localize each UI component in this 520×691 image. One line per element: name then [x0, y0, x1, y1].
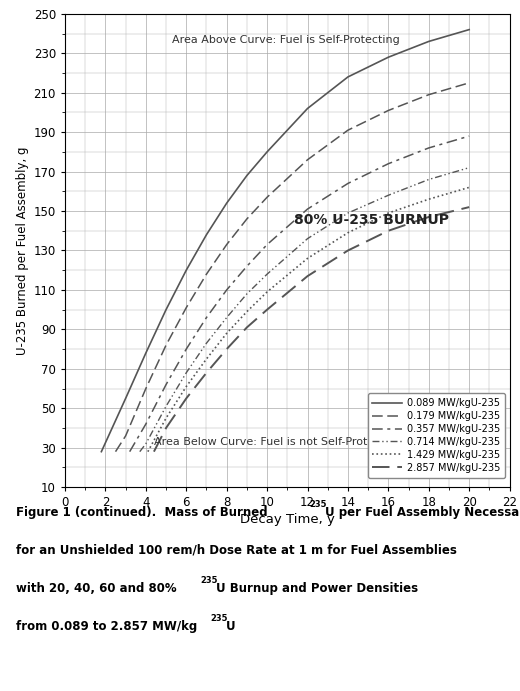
- Text: U per Fuel Assembly Necessary: U per Fuel Assembly Necessary: [325, 506, 520, 519]
- Text: Area Below Curve: Fuel is not Self-Protecting: Area Below Curve: Fuel is not Self-Prote…: [154, 437, 402, 447]
- Text: U Burnup and Power Densities: U Burnup and Power Densities: [216, 582, 418, 595]
- Legend: 0.089 MW/kgU-235, 0.179 MW/kgU-235, 0.357 MW/kgU-235, 0.714 MW/kgU-235, 1.429 MW: 0.089 MW/kgU-235, 0.179 MW/kgU-235, 0.35…: [368, 393, 505, 477]
- Text: 235: 235: [211, 614, 228, 623]
- Text: from 0.089 to 2.857 MW/kg: from 0.089 to 2.857 MW/kg: [16, 620, 197, 633]
- Text: for an Unshielded 100 rem/h Dose Rate at 1 m for Fuel Assemblies: for an Unshielded 100 rem/h Dose Rate at…: [16, 544, 457, 557]
- Text: 235: 235: [309, 500, 327, 509]
- Text: 80% U-235 BURNUP: 80% U-235 BURNUP: [294, 213, 449, 227]
- Y-axis label: U-235 Burned per Fuel Assembly, g: U-235 Burned per Fuel Assembly, g: [17, 146, 30, 354]
- Text: with 20, 40, 60 and 80%: with 20, 40, 60 and 80%: [16, 582, 180, 595]
- Text: 235: 235: [200, 576, 218, 585]
- Text: U: U: [226, 620, 236, 633]
- Text: Area Above Curve: Fuel is Self-Protecting: Area Above Curve: Fuel is Self-Protectin…: [172, 35, 399, 45]
- X-axis label: Decay Time, y: Decay Time, y: [240, 513, 335, 527]
- Text: Figure 1 (continued).  Mass of Burned: Figure 1 (continued). Mass of Burned: [16, 506, 271, 519]
